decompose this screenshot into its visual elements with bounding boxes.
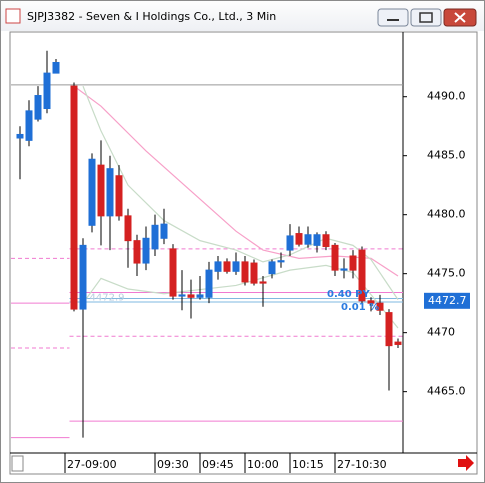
- candle-body: [70, 85, 78, 310]
- y-tick-label: 4480.0: [427, 208, 466, 221]
- annotation: 0.40 PY: [327, 289, 370, 300]
- scroll-arrow[interactable]: [458, 455, 474, 471]
- candle-body: [376, 302, 384, 311]
- candle-body: [16, 133, 24, 139]
- candle-body: [394, 341, 402, 345]
- candle-body: [160, 223, 168, 239]
- candle-body: [115, 175, 123, 217]
- candle-body: [25, 110, 33, 141]
- candle-body: [205, 269, 213, 298]
- candle-body: [124, 215, 132, 242]
- x-tick-label: 10:00: [247, 458, 279, 471]
- app-icon: [5, 8, 21, 24]
- price-marker-label: 4472.7: [428, 294, 467, 307]
- candle-body: [331, 244, 339, 271]
- annotation: 0.01 %: [341, 302, 379, 313]
- candle-body: [43, 72, 51, 110]
- candle-body: [250, 262, 258, 284]
- candle-body: [340, 268, 348, 271]
- overlay-line: [82, 85, 399, 300]
- candle-body: [178, 294, 186, 297]
- candle-body: [349, 255, 357, 271]
- x-tick-label: 27-10:30: [337, 458, 387, 471]
- x-tick-label: 27-09:00: [67, 458, 117, 471]
- candle-body: [286, 235, 294, 251]
- y-tick-label: 4490.0: [427, 90, 466, 103]
- candle-body: [88, 158, 96, 226]
- y-tick-label: 4465.0: [427, 385, 466, 398]
- x-tick-label: 10:15: [292, 458, 324, 471]
- candle-body: [304, 234, 312, 245]
- candle-body: [79, 244, 87, 310]
- level-label: 4472.9: [90, 292, 125, 303]
- candle-body: [313, 234, 321, 246]
- candle-body: [97, 164, 105, 217]
- candle-body: [385, 312, 393, 347]
- candle-body: [223, 261, 231, 272]
- candle-body: [169, 248, 177, 297]
- candle-body: [241, 261, 249, 283]
- candle-body: [277, 260, 285, 263]
- candle-body: [214, 261, 222, 272]
- candle-body: [358, 249, 366, 302]
- scroll-box[interactable]: [11, 455, 24, 472]
- candle-body: [322, 234, 330, 248]
- candle-body: [187, 294, 195, 298]
- window-title: SJPJ3382 - Seven & I Holdings Co., Ltd.,…: [27, 10, 276, 23]
- candle-body: [232, 261, 240, 272]
- price-marker-box: [424, 292, 470, 309]
- candle-body: [367, 300, 375, 304]
- x-tick-label: 09:30: [157, 458, 189, 471]
- candle-body: [196, 294, 204, 298]
- minimize-button[interactable]: [377, 8, 409, 27]
- candle-body: [259, 281, 267, 284]
- candle-body: [34, 95, 42, 120]
- y-tick-label: 4475.0: [427, 267, 466, 280]
- maximize-button[interactable]: [410, 8, 442, 27]
- x-tick-label: 09:45: [202, 458, 234, 471]
- candle-body: [133, 240, 141, 264]
- candle-body: [268, 261, 276, 275]
- y-tick-label: 4485.0: [427, 149, 466, 162]
- y-tick-label: 4470: [427, 326, 455, 339]
- candle-body: [142, 237, 150, 264]
- candle-body: [52, 61, 60, 74]
- candle-body: [295, 233, 303, 245]
- candle-body: [151, 224, 159, 250]
- candle-body: [106, 168, 114, 217]
